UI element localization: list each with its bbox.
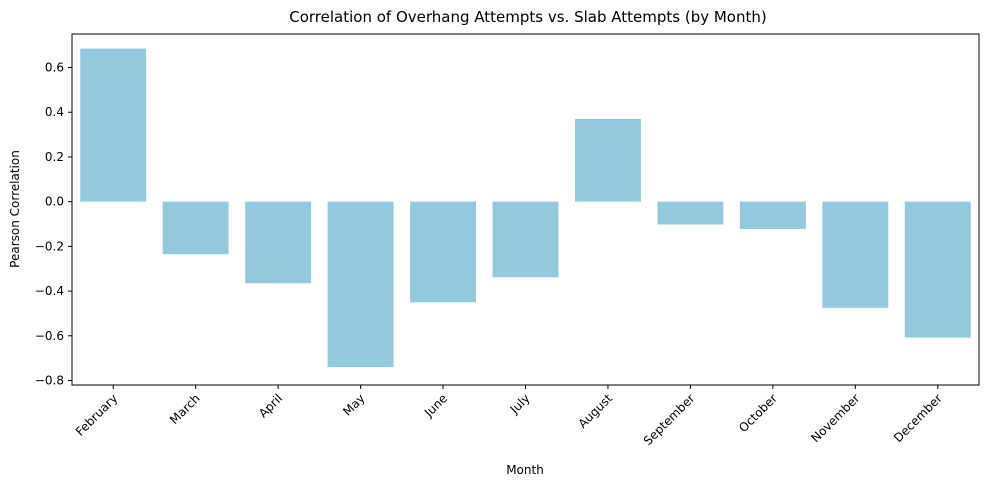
x-tick-label: May [340, 391, 367, 418]
bar-december [904, 201, 971, 338]
y-tick-label: −0.4 [35, 284, 64, 298]
bar-february [80, 48, 147, 202]
bar-march [162, 201, 229, 255]
x-tick-label: April [256, 391, 285, 420]
bar-may [327, 201, 394, 368]
y-tick-label: 0.6 [45, 61, 64, 75]
x-tick-label: July [507, 391, 533, 417]
y-tick-label: 0.4 [45, 105, 64, 119]
bar-november [822, 201, 889, 308]
x-tick-label: August [575, 391, 615, 431]
y-tick-label: 0.2 [45, 150, 64, 164]
x-tick-label: February [73, 391, 121, 439]
y-tick-label: −0.6 [35, 329, 64, 343]
y-axis: −0.8 −0.6 −0.4 −0.2 0.0 0.2 0.4 0.6 [35, 61, 72, 388]
x-tick-label: December [891, 391, 945, 445]
y-tick-label: 0.0 [45, 195, 64, 209]
bars-group [80, 48, 971, 368]
y-axis-label: Pearson Correlation [8, 150, 22, 268]
x-tick-label: October [736, 391, 780, 435]
x-tick-label: June [421, 391, 450, 420]
bar-june [410, 201, 477, 303]
bar-september [657, 201, 724, 225]
bar-july [492, 201, 559, 278]
bar-april [245, 201, 312, 284]
chart-title: Correlation of Overhang Attempts vs. Sla… [289, 8, 766, 26]
x-axis: February March April May June July August Septe… [73, 385, 945, 448]
bar-august [574, 118, 641, 202]
x-axis-label: Month [506, 463, 544, 477]
x-tick-label: March [167, 391, 203, 427]
bar-october [739, 201, 806, 229]
y-tick-label: −0.8 [35, 374, 64, 388]
y-tick-label: −0.2 [35, 239, 64, 253]
x-tick-label: November [808, 391, 862, 445]
x-tick-label: September [641, 391, 698, 448]
